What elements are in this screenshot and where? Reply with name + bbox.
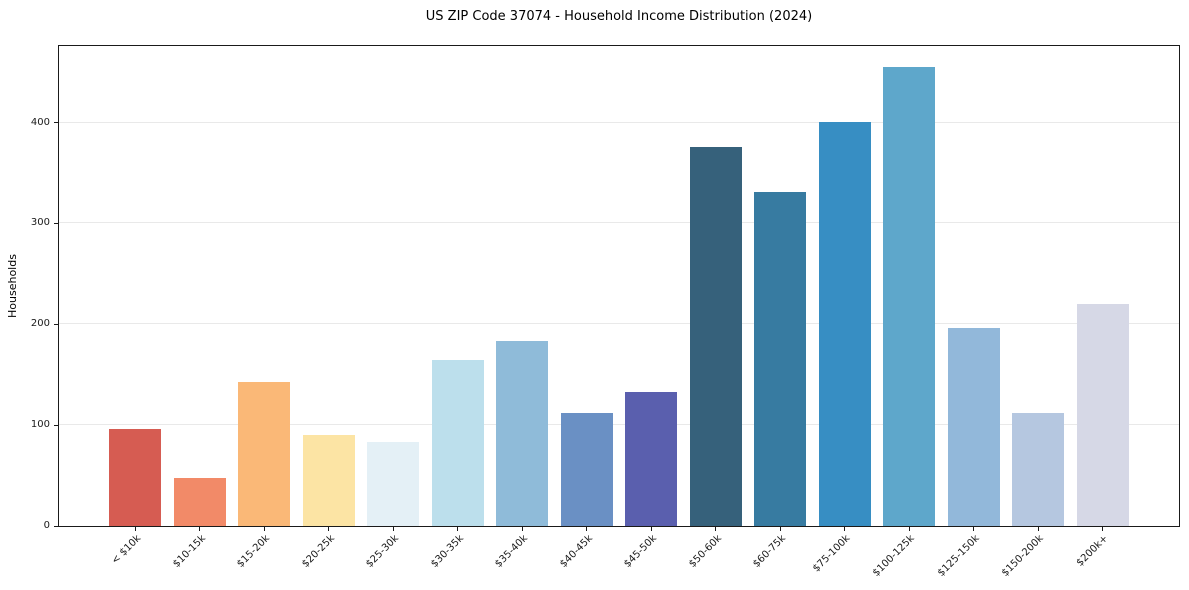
x-tick-label: $35-40k [493,533,531,570]
y-tick-mark [54,122,58,124]
bar-200k+ [1076,304,1129,526]
bars-layer [59,46,1179,526]
gridline [59,424,1179,426]
gridline [59,222,1179,224]
x-tick-label: $125-150k [935,533,982,579]
x-tick-label: $50-60k [686,533,724,570]
x-tick-mark [392,527,394,531]
bar-15-20k [238,381,291,526]
x-tick-mark [779,527,781,531]
x-tick-label: $10-15k [170,533,208,570]
bar-25-30k [367,442,420,526]
y-tick-mark [54,424,58,426]
bar-35-40k [496,341,549,526]
grid-layer [59,46,1179,526]
x-tick-label: $15-20k [235,533,273,570]
y-tick-mark [54,222,58,224]
gridline [59,121,1179,123]
x-tick-mark [199,527,201,531]
x-tick-label: $200k+ [1074,533,1111,569]
y-tick-label: 400 [30,116,50,128]
bar-150-200k [1012,413,1065,526]
y-tick-label: 100 [30,419,50,431]
bar-10-15k [173,477,226,526]
x-tick-mark [457,527,459,531]
gridline [59,323,1179,325]
x-tick-label: $30-35k [428,533,466,570]
bar-100-125k [883,67,936,526]
x-tick-mark [973,527,975,531]
x-tick-mark [844,527,846,531]
plot-area [58,45,1180,527]
y-tick-label: 200 [30,318,50,330]
bar-20-25k [302,435,355,526]
x-tick-mark [650,527,652,531]
bar-45-50k [625,391,678,526]
chart-title: US ZIP Code 37074 - Household Income Dis… [425,9,813,24]
x-tick-label: < $10k [109,533,144,567]
bar-40-45k [560,413,613,526]
y-tick-mark [54,323,58,325]
bar-50-60k [689,146,742,526]
y-tick-mark [54,525,58,527]
bar-60-75k [754,192,807,526]
x-tick-mark [1102,527,1104,531]
x-tick-label: $60-75k [751,533,789,570]
x-tick-label: $20-25k [299,533,337,570]
bar-10k [109,429,162,526]
bar-30-35k [431,359,484,526]
y-tick-label: 0 [43,520,50,531]
x-tick-mark [1037,527,1039,531]
bar-75-100k [818,121,871,526]
x-tick-label: $100-125k [871,533,918,579]
y-tick-label: 300 [30,217,50,229]
x-tick-mark [586,527,588,531]
bar-125-150k [947,328,1000,526]
x-tick-mark [908,527,910,531]
x-tick-mark [134,527,136,531]
x-tick-mark [521,527,523,531]
x-tick-label: $75-100k [811,533,853,575]
x-tick-mark [715,527,717,531]
x-tick-label: $45-50k [622,533,660,570]
x-tick-mark [263,527,265,531]
x-tick-label: $40-45k [557,533,595,570]
x-tick-label: $150-200k [1000,533,1047,579]
x-tick-mark [328,527,330,531]
x-tick-label: $25-30k [364,533,402,570]
